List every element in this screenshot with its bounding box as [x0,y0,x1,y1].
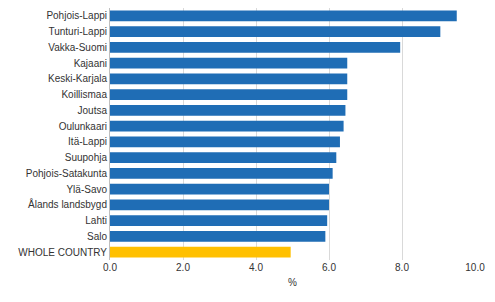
svg-text:10.0: 10.0 [465,262,485,273]
svg-text:Keski-Karjala: Keski-Karjala [48,73,107,84]
svg-text:Pohjois-Satakunta: Pohjois-Satakunta [26,168,108,179]
svg-text:Itä-Lappi: Itä-Lappi [68,136,107,147]
svg-text:WHOLE COUNTRY: WHOLE COUNTRY [18,247,107,258]
svg-text:Suupohja: Suupohja [65,152,108,163]
svg-text:Joutsa: Joutsa [78,105,108,116]
svg-text:Kajaani: Kajaani [74,58,107,69]
svg-text:Oulunkaari: Oulunkaari [59,121,107,132]
svg-text:Ålands landsbygd: Ålands landsbygd [28,198,107,210]
svg-text:0.0: 0.0 [103,262,117,273]
svg-text:2.0: 2.0 [176,262,190,273]
svg-text:Salo: Salo [87,231,107,242]
svg-text:Vakka-Suomi: Vakka-Suomi [48,42,107,53]
svg-text:4.0: 4.0 [249,262,263,273]
svg-text:%: % [288,277,297,288]
svg-text:8.0: 8.0 [395,262,409,273]
svg-text:Koillismaa: Koillismaa [61,89,107,100]
svg-text:6.0: 6.0 [322,262,336,273]
svg-text:Pohjois-Lappi: Pohjois-Lappi [46,10,107,21]
svg-text:Ylä-Savo: Ylä-Savo [66,184,107,195]
svg-text:Lahti: Lahti [85,215,107,226]
svg-text:Tunturi-Lappi: Tunturi-Lappi [48,26,107,37]
